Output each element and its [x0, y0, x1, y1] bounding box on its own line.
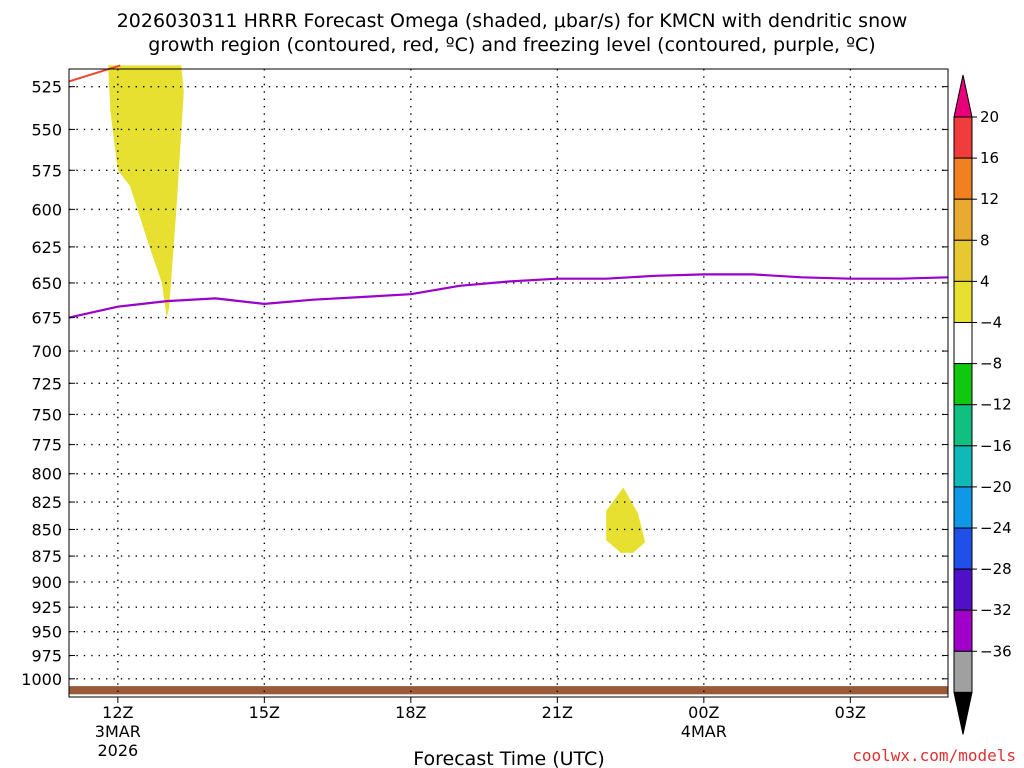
y-tick-label: 725: [31, 374, 62, 393]
colorbar-label: −16: [980, 437, 1012, 455]
colorbar-bin: [953, 445, 973, 488]
y-tick-label: 550: [31, 120, 62, 139]
colorbar-label: −12: [980, 396, 1012, 414]
dendritic-snow-growth-region-contour: [68, 64, 121, 83]
x-tick-label: 00Z: [688, 703, 719, 722]
ground-surface: [69, 686, 948, 695]
x-tick-label: 15Z: [249, 703, 280, 722]
y-tick-label: 525: [31, 78, 62, 97]
y-tick-label: 650: [31, 274, 62, 293]
colorbar-bin: [953, 198, 973, 241]
colorbar-bin: [953, 609, 973, 652]
colorbar-bin: [953, 239, 973, 282]
x-tick-label: 03Z: [835, 703, 866, 722]
chart-title-line-2: growth region (contoured, red, ºC) and f…: [148, 34, 875, 56]
x-tick-date-label: 4MAR: [681, 722, 727, 741]
y-tick-label: 850: [31, 520, 62, 539]
site-credit: coolwx.com/models: [852, 746, 1016, 765]
colorbar-bin: [953, 116, 973, 159]
colorbar-bin: [953, 568, 973, 611]
colorbar-bin: [953, 486, 973, 529]
y-tick-label: 675: [31, 309, 62, 328]
colorbar-bin: [953, 322, 973, 365]
colorbar-bin: [953, 527, 973, 570]
colorbar-bin: [953, 650, 973, 693]
omega-region-upper: [108, 65, 184, 318]
y-tick-label: 800: [31, 465, 62, 484]
omega-region-lower: [606, 487, 646, 553]
grid-lines: [69, 69, 948, 697]
colorbar-label: −36: [980, 642, 1012, 660]
colorbar-bin: [953, 404, 973, 447]
x-tick-label: 21Z: [542, 703, 573, 722]
y-tick-label: 775: [31, 436, 62, 455]
plot-frame: [68, 68, 949, 698]
colorbar-label: −24: [980, 519, 1012, 537]
y-axis: 525 550 575 600 625 650 675 700 725 750 775 800 825 8…: [21, 78, 948, 689]
colorbar-label: −4: [980, 314, 1002, 332]
colorbar-top-arrow: [953, 74, 973, 118]
colorbar-label: −32: [980, 601, 1012, 619]
colorbar-bin: [953, 363, 973, 406]
colorbar-bottom-arrow: [953, 691, 973, 735]
y-tick-label: 625: [31, 238, 62, 257]
y-tick-label: 700: [31, 342, 62, 361]
y-tick-label: 600: [31, 200, 62, 219]
colorbar-label: 8: [980, 231, 990, 249]
y-tick-label: 900: [31, 573, 62, 592]
colorbar-label: −28: [980, 560, 1012, 578]
plot-fill-layer: [69, 65, 948, 695]
y-tick-label: 925: [31, 598, 62, 617]
colorbar-bin: [953, 157, 973, 200]
colorbar-label: 12: [980, 190, 999, 208]
y-tick-label: 1000: [21, 670, 62, 689]
colorbar: 20 16 12 8 4 −4 −8 −12 −16 −20 −24 −28 −32 −36: [953, 74, 1012, 735]
x-tick-year-label: 2026: [97, 741, 138, 760]
colorbar-label: 16: [980, 149, 999, 167]
contour-layer: [68, 64, 949, 319]
freezing-level-0-c-contour: [68, 273, 949, 319]
x-tick-label: 18Z: [395, 703, 426, 722]
x-axis-label: Forecast Time (UTC): [413, 748, 604, 768]
colorbar-bin: [953, 280, 973, 323]
colorbar-label: −8: [980, 355, 1002, 373]
y-tick-label: 950: [31, 623, 62, 642]
y-tick-label: 575: [31, 161, 62, 180]
y-tick-label: 825: [31, 493, 62, 512]
x-tick-date-label: 3MAR: [95, 722, 141, 741]
y-tick-label: 975: [31, 647, 62, 666]
colorbar-label: −20: [980, 478, 1012, 496]
x-tick-label: 12Z: [102, 703, 133, 722]
colorbar-label: 20: [980, 108, 999, 126]
y-tick-label: 750: [31, 405, 62, 424]
colorbar-label: 4: [980, 272, 990, 290]
chart-title-line-1: 2026030311 HRRR Forecast Omega (shaded, …: [117, 10, 908, 32]
y-tick-label: 875: [31, 547, 62, 566]
